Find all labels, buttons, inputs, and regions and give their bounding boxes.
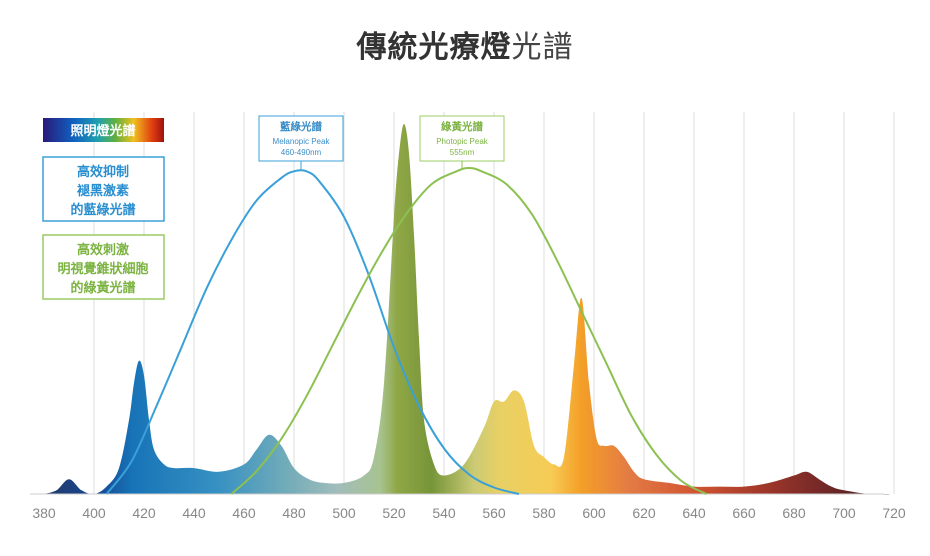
legend-green-line1: 高效刺激: [77, 242, 130, 258]
melanopic-annotation: 藍綠光譜 Melanopic Peak 460-490nm: [258, 115, 344, 170]
chart-title-light: 光譜: [511, 30, 574, 65]
x-tick-label: 440: [182, 505, 206, 521]
melanopic-curve: [105, 169, 520, 495]
melanopic-title: 藍綠光譜: [280, 120, 322, 133]
legend-blue-line1: 高效抑制: [77, 164, 129, 180]
melanopic-line2: 460-490nm: [281, 148, 322, 157]
legend-blue-box: [42, 156, 165, 222]
x-tick-label: 500: [332, 505, 356, 521]
legend-spectrum-swatch: [43, 118, 164, 142]
x-tick-labels: 380 400 420 440 460 480 500 520 540 560 580 600 620 6…: [32, 505, 906, 521]
x-tick-label: 420: [132, 505, 156, 521]
legend-green-box: [42, 234, 165, 300]
melanopic-box: [258, 115, 344, 162]
x-tick-label: 560: [482, 505, 506, 521]
legend-blue-line2: 褪黑激素: [77, 183, 129, 199]
x-tick-label: 580: [532, 505, 556, 521]
legend-spectrum-label: 照明燈光譜: [70, 123, 135, 139]
chart-title: 傳統光療燈光譜: [0, 22, 930, 66]
x-tick-label: 380: [32, 505, 56, 521]
x-tick-label: 540: [432, 505, 456, 521]
photopic-curve: [230, 166, 707, 495]
x-tick-label: 700: [832, 505, 856, 521]
photopic-title: 綠黃光譜: [441, 120, 483, 133]
x-tick-label: 640: [682, 505, 706, 521]
x-tick-label: 680: [782, 505, 806, 521]
x-tick-label: 520: [382, 505, 406, 521]
x-tick-label: 600: [582, 505, 606, 521]
x-tick-label: 620: [632, 505, 656, 521]
chart-title-bold: 傳統光療燈: [356, 30, 512, 65]
x-tick-label: 480: [282, 505, 306, 521]
x-tick-label: 400: [82, 505, 106, 521]
legend-blue-line3: 的藍綠光譜: [70, 202, 135, 218]
legend-green-line2: 明視覺錐狀細胞: [57, 261, 148, 277]
photopic-annotation: 綠黃光譜 Photopic Peak 555nm: [419, 115, 505, 169]
x-tick-label: 660: [732, 505, 756, 521]
photopic-line2: 555nm: [450, 148, 475, 157]
legend-green-line3: 的綠黃光譜: [70, 280, 135, 296]
melanopic-line1: Melanopic Peak: [273, 137, 331, 146]
legend: 照明燈光譜 高效抑制 褪黑激素 的藍綠光譜 高效刺激 明視覺錐狀細胞 的綠黃光譜: [42, 118, 165, 300]
x-tick-label: 460: [232, 505, 256, 521]
photopic-line1: Photopic Peak: [436, 137, 489, 146]
x-tick-label: 720: [882, 505, 906, 521]
